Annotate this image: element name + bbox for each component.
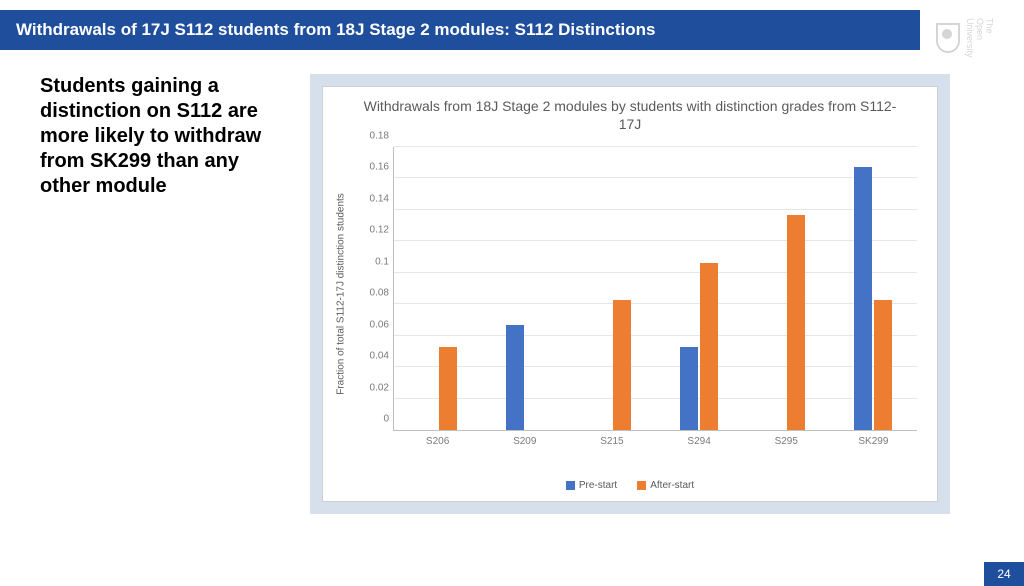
shield-icon — [936, 23, 960, 53]
bar-after-start — [874, 300, 892, 430]
legend-swatch — [566, 481, 575, 490]
plot-area: 00.020.040.060.080.10.120.140.160.18S206… — [393, 147, 917, 431]
gridline — [394, 146, 917, 147]
gridline — [394, 303, 917, 304]
y-tick-label: 0.16 — [370, 162, 394, 173]
gridline — [394, 335, 917, 336]
y-tick-label: 0.12 — [370, 225, 394, 236]
bar-pre-start — [506, 325, 524, 430]
y-tick-label: 0.02 — [370, 382, 394, 393]
gridline — [394, 240, 917, 241]
x-tick-label: S209 — [513, 430, 536, 447]
y-tick-label: 0.14 — [370, 193, 394, 204]
bar-after-start — [439, 347, 457, 430]
y-tick-label: 0 — [383, 414, 394, 425]
legend: Pre-start After-start — [323, 480, 937, 491]
bar-after-start — [787, 215, 805, 430]
chart-inner: Withdrawals from 18J Stage 2 modules by … — [322, 86, 938, 502]
x-tick-label: SK299 — [858, 430, 888, 447]
legend-label: After-start — [650, 480, 694, 491]
gridline — [394, 177, 917, 178]
y-axis-label: Fraction of total S112-17J distinction s… — [336, 193, 347, 395]
summary-text: Students gaining a distinction on S112 a… — [40, 74, 290, 514]
x-tick-label: S295 — [775, 430, 798, 447]
content-row: Students gaining a distinction on S112 a… — [0, 50, 1024, 514]
legend-item: Pre-start — [566, 480, 617, 491]
gridline — [394, 366, 917, 367]
page-number: 24 — [984, 562, 1024, 586]
legend-swatch — [637, 481, 646, 490]
x-tick-label: S206 — [426, 430, 449, 447]
gridline — [394, 209, 917, 210]
chart-title: Withdrawals from 18J Stage 2 modules by … — [323, 87, 937, 137]
bar-pre-start — [680, 347, 698, 430]
y-tick-label: 0.04 — [370, 351, 394, 362]
y-tick-label: 0.08 — [370, 288, 394, 299]
legend-item: After-start — [637, 480, 694, 491]
bar-after-start — [700, 263, 718, 430]
slide-title: Withdrawals of 17J S112 students from 18… — [16, 20, 655, 39]
gridline — [394, 272, 917, 273]
x-tick-label: S294 — [687, 430, 710, 447]
y-tick-label: 0.1 — [375, 256, 394, 267]
slide-title-bar: Withdrawals of 17J S112 students from 18… — [0, 10, 920, 50]
y-tick-label: 0.06 — [370, 319, 394, 330]
x-tick-label: S215 — [600, 430, 623, 447]
bar-after-start — [613, 300, 631, 430]
page-number-value: 24 — [997, 567, 1010, 581]
chart-panel: Withdrawals from 18J Stage 2 modules by … — [310, 74, 950, 514]
ou-logo: The Open University — [936, 18, 1016, 58]
bar-pre-start — [854, 167, 872, 430]
logo-text: The Open University — [964, 18, 994, 58]
legend-label: Pre-start — [579, 480, 617, 491]
gridline — [394, 398, 917, 399]
y-tick-label: 0.18 — [370, 131, 394, 142]
